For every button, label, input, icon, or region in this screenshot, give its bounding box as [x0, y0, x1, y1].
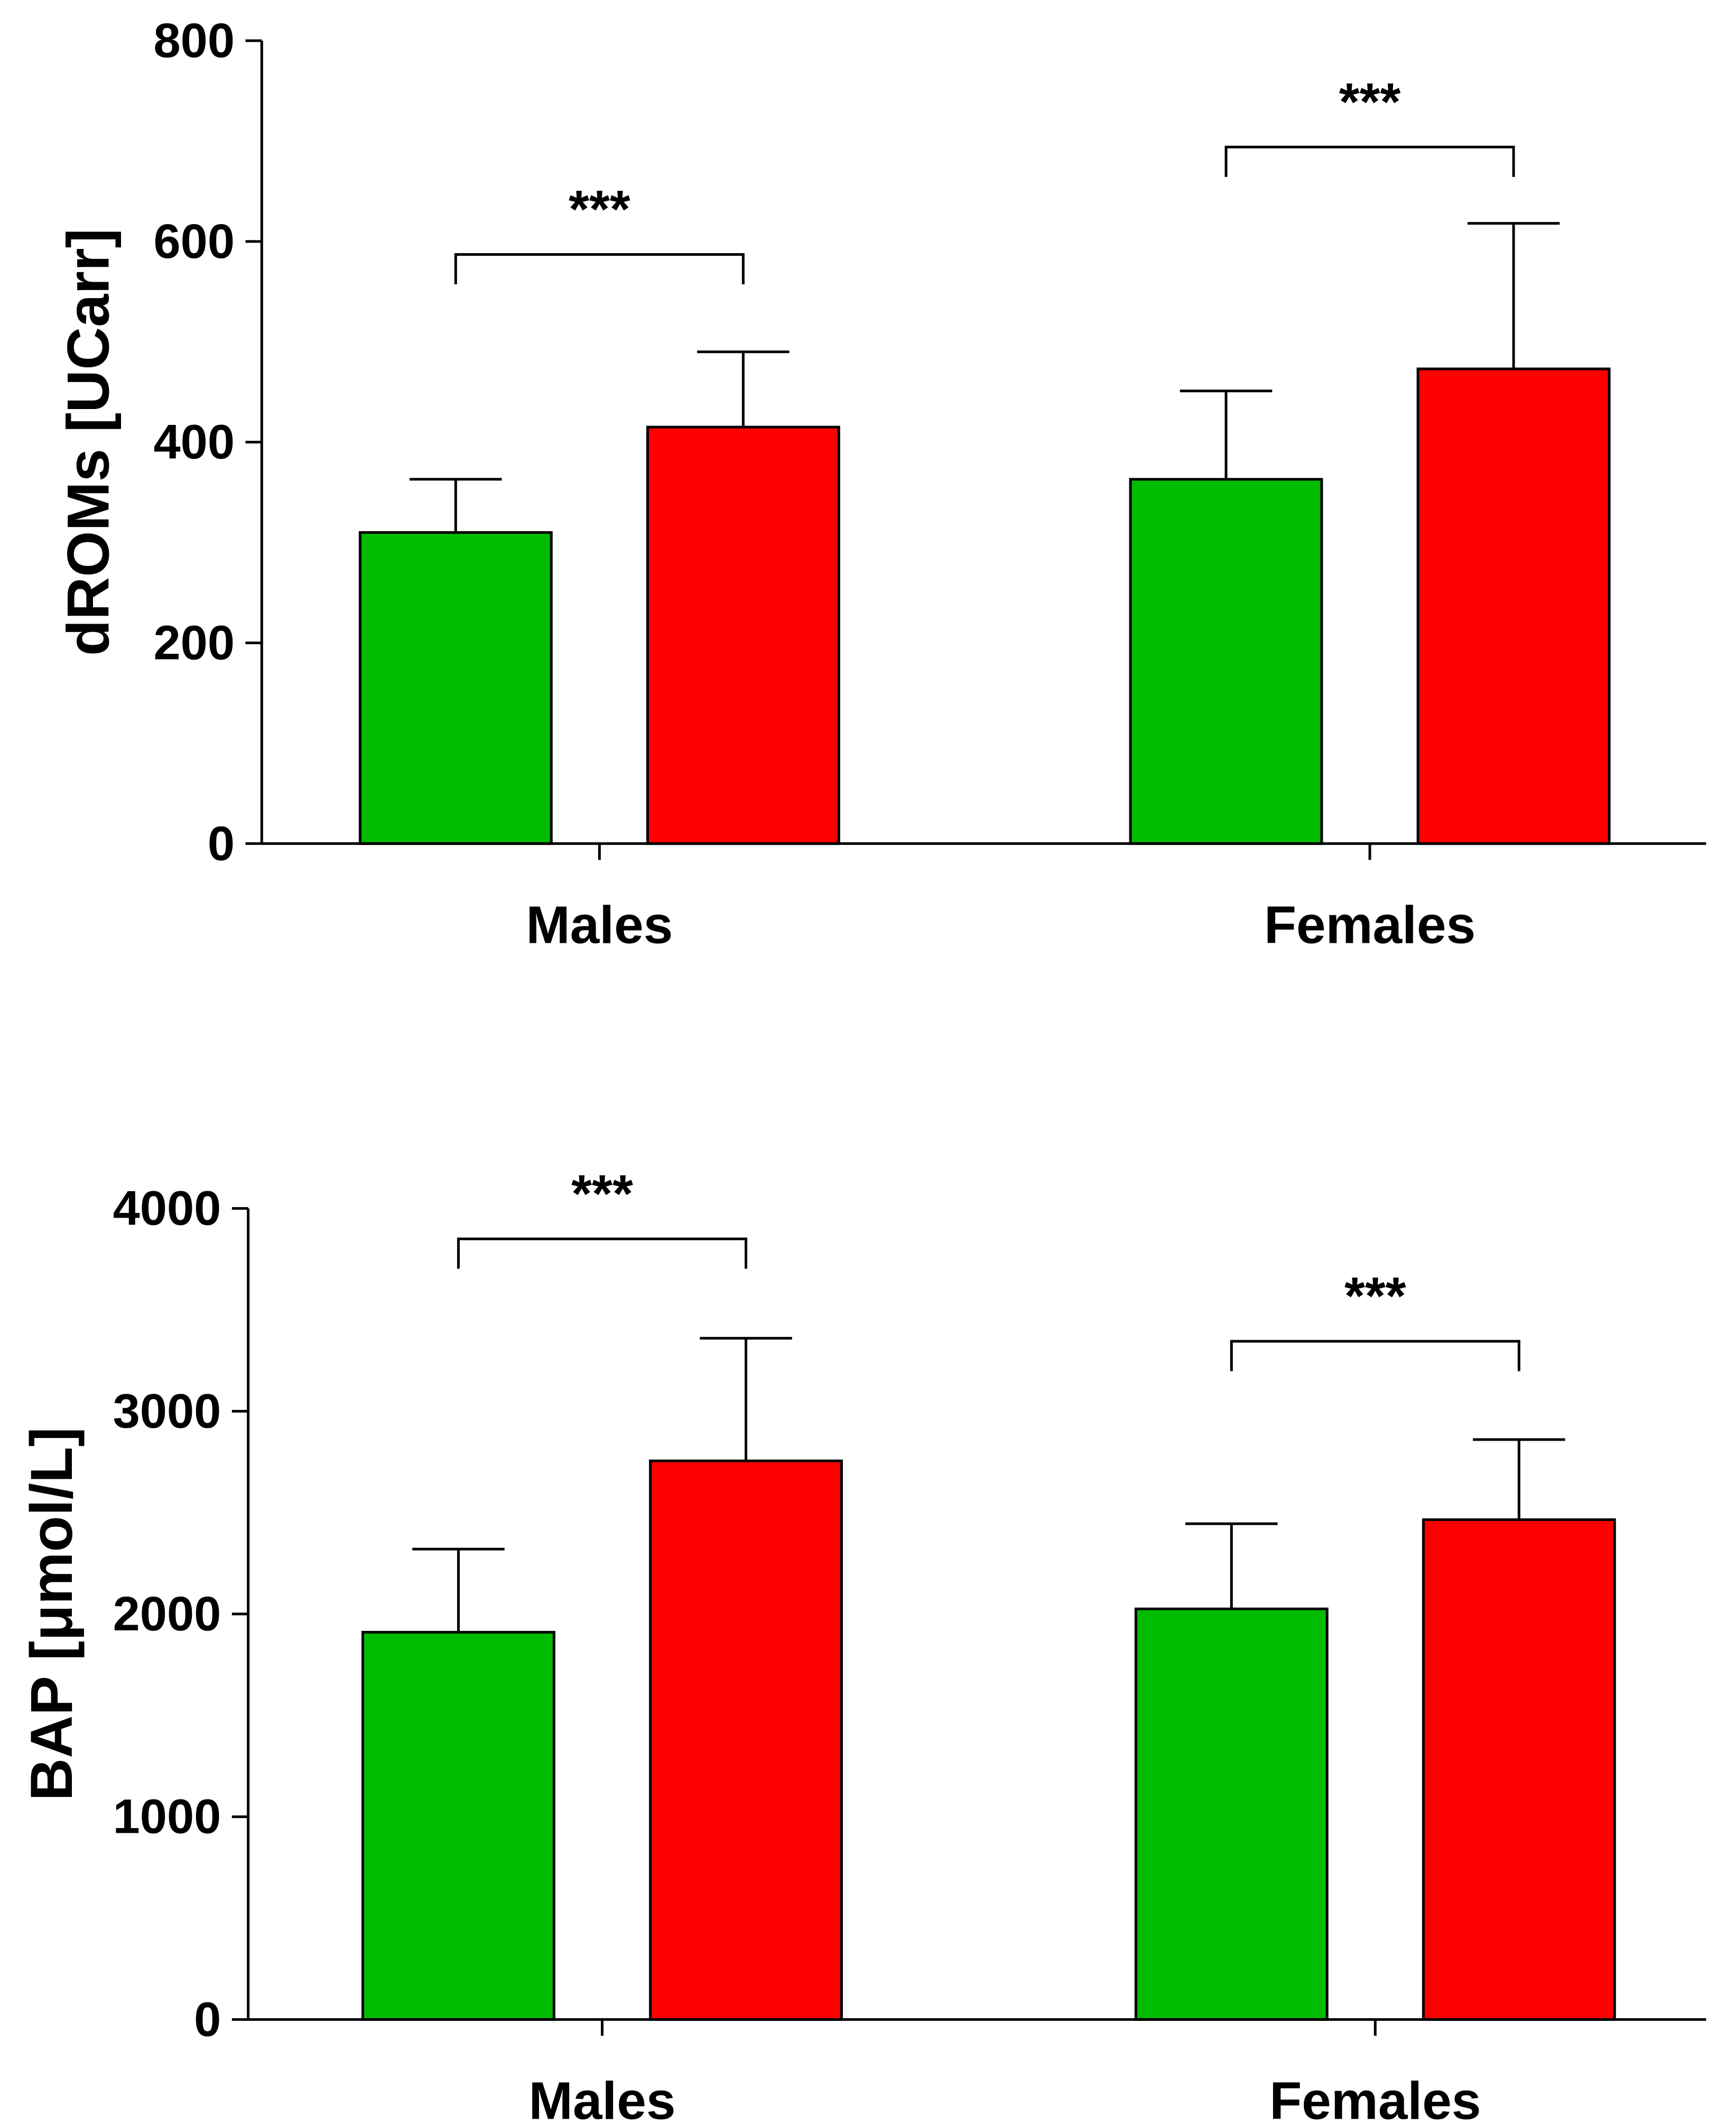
bar-females-red: [1422, 1518, 1616, 2021]
y-tick-label: 0: [208, 816, 235, 870]
y-axis-title: dROMs [UCarr]: [55, 228, 121, 656]
significance-bracket: [1230, 1340, 1520, 1371]
significance-bracket: [454, 253, 745, 284]
y-tick-label: 3000: [113, 1384, 221, 1438]
y-tick-label: 800: [153, 14, 235, 68]
significance-bracket: [457, 1237, 748, 1269]
x-tick-label-males: Males: [526, 895, 673, 954]
y-tick-label: 0: [194, 1992, 221, 2046]
y-tick-label: 400: [153, 415, 235, 469]
significance-label: ***: [1344, 1267, 1406, 1326]
bar-females-red: [1416, 367, 1611, 845]
y-tick-label: 1000: [113, 1790, 221, 1844]
y-tick-label: 600: [153, 215, 235, 268]
panel-bap: 0 1000 2000 3000 4000 Males Females BAP [μmol/L…: [18, 1164, 1706, 2125]
significance-label: ***: [571, 1164, 633, 1223]
x-tick-label-males: Males: [529, 2071, 676, 2125]
bar-males-green: [358, 531, 553, 845]
significance-bracket: [1224, 145, 1515, 177]
x-tick-label-females: Females: [1269, 2071, 1481, 2125]
panel-droms: 0 200 400 600 800 Males Females dROMs [UCarr] **…: [55, 14, 1706, 954]
significance-label: ***: [569, 180, 630, 239]
bar-females-green: [1134, 1607, 1329, 2021]
bar-males-green: [361, 1631, 555, 2021]
y-axis-title: BAP [μmol/L]: [18, 1427, 85, 1801]
y-tick-label: 2000: [113, 1587, 221, 1641]
bar-females-green: [1129, 478, 1323, 845]
y-tick-label: 4000: [113, 1182, 221, 1236]
bar-males-red: [649, 1459, 843, 2021]
bar-males-red: [646, 425, 840, 845]
significance-label: ***: [1339, 72, 1401, 132]
y-tick-label: 200: [153, 616, 235, 670]
x-tick-label-females: Females: [1264, 895, 1475, 954]
